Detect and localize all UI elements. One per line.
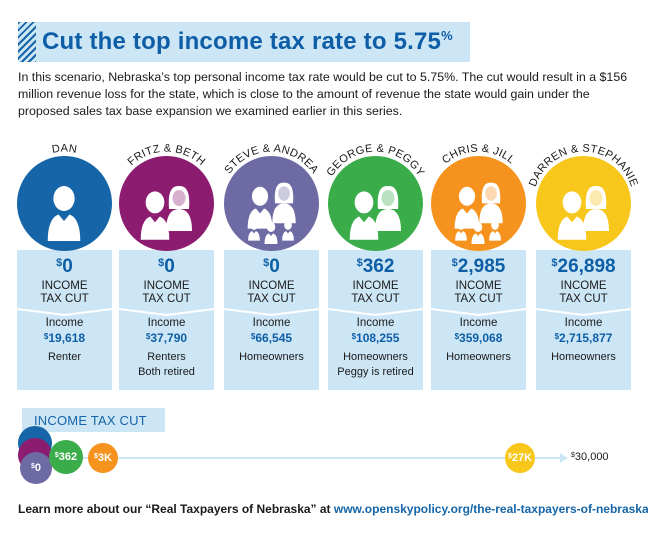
household-band [224,250,319,390]
tax-cut-amount: $0 [158,256,175,277]
tax-cut-label: INCOME TAX CUT [351,280,400,305]
household-name-text: DAN [51,143,78,156]
household-george-peggy: GEORGE & PEGGY $362 INCOME TAX CUT Income… [324,128,426,390]
chevron-divider [536,308,631,316]
status-line: Peggy is retired [337,366,414,378]
bubble-darren-label: 27K [511,452,533,464]
tax-cut-label: INCOME TAX CUT [454,280,503,305]
household-darren-stephanie: DARREN & STEPHANIE $26,898 INCOME TAX CUT… [527,128,640,390]
title-percent-suffix: % [441,28,453,43]
chevron-divider [119,308,214,316]
status-line: Homeowners [446,351,511,363]
tax-cut-label: INCOME TAX CUT [247,280,296,305]
title-main-text: Cut the top income tax rate to 5.75 [42,28,442,55]
footer-link[interactable]: www.openskypolicy.org/the-real-taxpayers… [333,502,648,516]
chevron-divider [17,308,112,316]
household-status: Renter [17,350,112,365]
household-avatar [224,156,319,251]
household-band [536,250,631,390]
household-dan: DAN $0 INCOME TAX CUT Income $19,618 Rent… [17,128,112,390]
tax-cut-amount: $0 [56,256,73,277]
status-line: Renters [147,351,186,363]
income-label: Income [147,317,186,329]
household-name: DAN [51,143,78,156]
intro-paragraph: In this scenario, Nebraska’s top persona… [18,70,628,118]
scale-arrow-icon [560,453,568,463]
household-status: Homeowners [224,350,319,365]
household-avatar [17,156,112,251]
bubble-chris-label: 3K [97,452,112,464]
household-band [119,250,214,390]
household-fritz-beth: FRITZ & BETH $0 INCOME TAX CUT Income $37… [119,128,214,390]
scale-end-label: $30,000 [571,451,609,463]
chevron-divider [224,308,319,316]
income-value: $2,715,877 [554,331,613,345]
title-stripe-decoration [18,22,36,62]
page-title: Cut the top income tax rate to 5.75% [42,28,453,56]
bubble-zero-label: 0 [34,462,42,474]
household-chris-jill: CHRIS & JILL $2,985 INCOME TAX CUT Income… [431,128,526,390]
bubble-george-peggy: $362 [49,440,83,474]
status-line: Homeowners [239,351,304,363]
footer: Learn more about our “Real Taxpayers of … [18,502,648,516]
household-status: Homeowners [431,350,526,365]
income-label: Income [252,317,291,329]
tax-cut-amount: $26,898 [551,256,616,277]
household-avatar [536,156,631,251]
household-status: Homeowners [536,350,631,365]
income-label: Income [564,317,603,329]
tax-cut-label: INCOME TAX CUT [142,280,191,305]
tax-cut-label: INCOME TAX CUT [559,280,608,305]
household-band [431,250,526,390]
household-avatar [119,156,214,251]
household-avatar [431,156,526,251]
scale-title: INCOME TAX CUT [22,408,165,432]
tax-cut-label: INCOME TAX CUT [40,280,89,305]
tax-cut-amount: $2,985 [451,256,506,277]
svg-text:DAN: DAN [51,143,78,156]
household-status: Renters Both retired [119,350,214,380]
status-line: Homeowners [551,351,616,363]
income-label: Income [45,317,84,329]
household-steve-andrea: STEVE & ANDREA $0 INCOME TAX CUT Income $… [222,128,321,390]
income-value: $108,255 [351,331,400,345]
income-value: $359,068 [454,331,503,345]
household-band [17,250,112,390]
household-avatar [328,156,423,251]
income-value: $37,790 [145,331,188,345]
chevron-divider [431,308,526,316]
scale-line [60,457,560,459]
status-line: Renter [47,351,82,363]
status-line: Homeowners [343,351,408,363]
bubble-steve-andrea: $0 [20,452,52,484]
tax-cut-amount: $0 [263,256,280,277]
bubble-darren-stephanie: $27K [505,443,535,473]
bubble-george-label: 362 [58,451,78,463]
income-value: $66,545 [250,331,293,345]
income-value: $19,618 [43,331,86,345]
tax-cut-amount: $362 [356,256,395,277]
income-label: Income [459,317,498,329]
title-banner: Cut the top income tax rate to 5.75% [18,22,470,62]
chevron-divider [328,308,423,316]
household-status: Homeowners Peggy is retired [328,350,423,380]
bubble-chris-jill: $3K [88,443,118,473]
status-line: Both retired [138,366,195,378]
household-band [328,250,423,390]
income-label: Income [356,317,395,329]
footer-text: Learn more about our “Real Taxpayers of … [18,502,334,516]
